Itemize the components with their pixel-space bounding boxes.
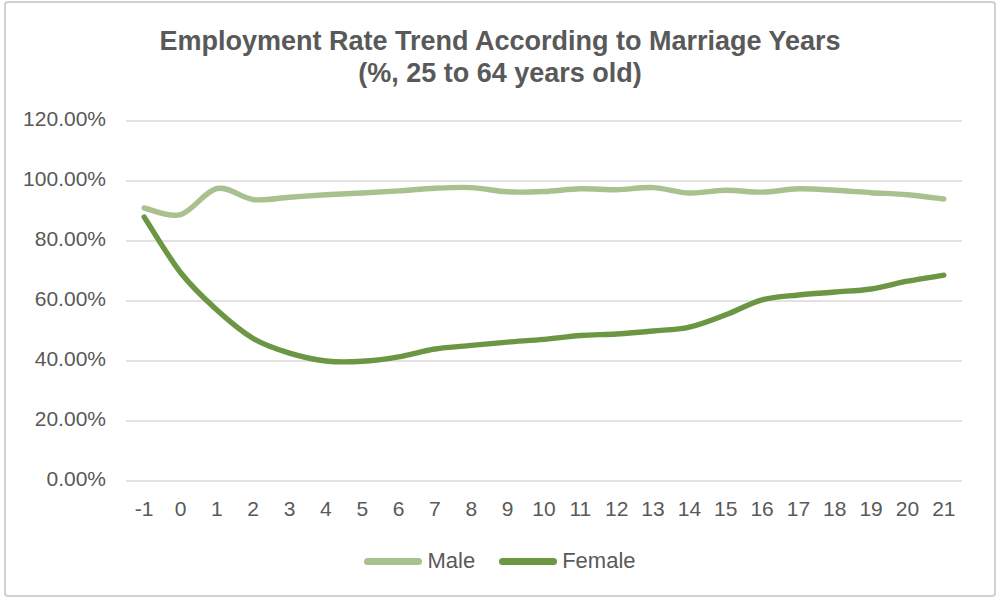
y-axis-label: 60.00%: [35, 287, 106, 310]
x-axis-label: 13: [641, 497, 664, 520]
x-axis-label: 6: [393, 497, 405, 520]
x-axis-label: 18: [823, 497, 846, 520]
x-axis-label: 19: [859, 497, 882, 520]
x-axis-label: 17: [787, 497, 810, 520]
legend-label-male: Male: [427, 548, 475, 574]
x-axis-label: 21: [932, 497, 955, 520]
female-series-line: [144, 217, 944, 362]
plot-area: 0.00% 20.00% 40.00% 60.00% 80.00% 100.00% 120.…: [4, 2, 996, 597]
x-axis-label: 4: [320, 497, 332, 520]
x-axis-label: 7: [429, 497, 441, 520]
x-axis-label: 11: [569, 497, 591, 520]
chart-figure: Employment Rate Trend According to Marri…: [4, 1, 996, 597]
x-axis-label: 9: [502, 497, 514, 520]
legend-item-male: Male: [364, 548, 475, 574]
legend: Male Female: [6, 548, 994, 574]
y-axis-label: 80.00%: [35, 227, 106, 250]
x-axis-label: 15: [714, 497, 737, 520]
x-axis-label: 5: [356, 497, 368, 520]
y-axis-label: 0.00%: [46, 467, 106, 490]
x-axis-label: 10: [532, 497, 555, 520]
male-series-swatch: [364, 558, 422, 565]
y-axis-label: 20.00%: [35, 407, 106, 430]
x-axis-label: 3: [284, 497, 296, 520]
female-series-swatch: [499, 558, 557, 565]
x-axis-label: 16: [750, 497, 773, 520]
x-axis-label: 8: [465, 497, 477, 520]
x-axis-label: 14: [678, 497, 702, 520]
y-axis-label: 40.00%: [35, 347, 106, 370]
x-axis-label: 12: [605, 497, 628, 520]
legend-item-female: Female: [499, 548, 635, 574]
legend-label-female: Female: [562, 548, 635, 574]
y-axis-label: 100.00%: [23, 167, 106, 190]
x-axis-label: -1: [135, 497, 154, 520]
x-axis-label: 2: [247, 497, 259, 520]
x-axis-label: 20: [896, 497, 919, 520]
x-axis-label: 1: [211, 497, 223, 520]
x-axis-label: 0: [175, 497, 187, 520]
y-axis-label: 120.00%: [23, 107, 106, 130]
male-series-line: [144, 187, 944, 215]
